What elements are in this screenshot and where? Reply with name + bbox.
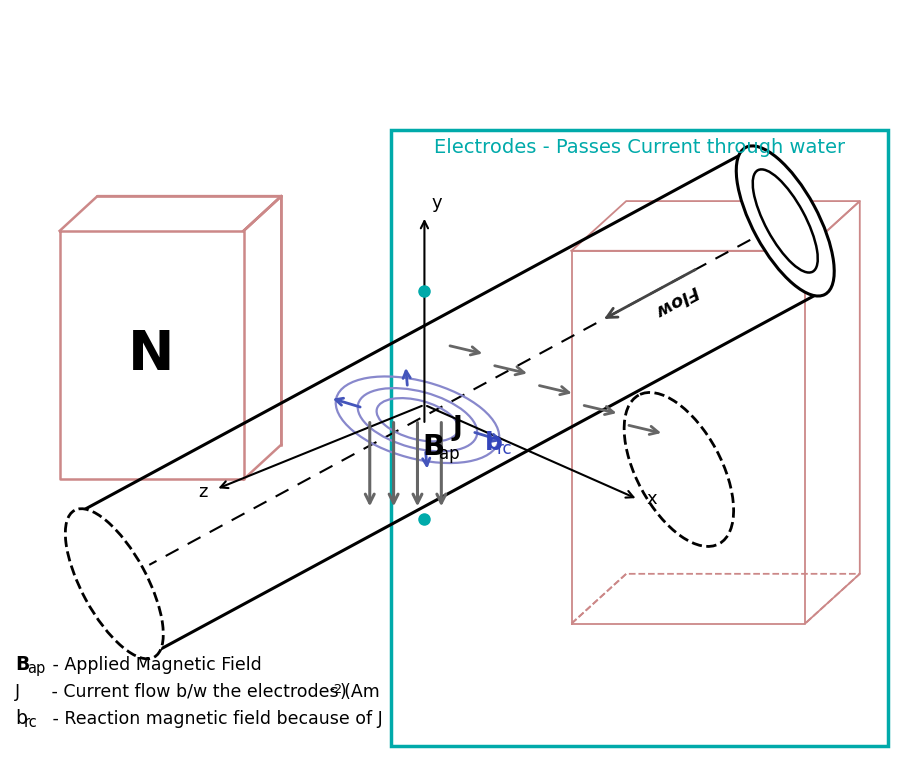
Text: - Reaction magnetic field because of J: - Reaction magnetic field because of J	[47, 710, 382, 728]
Text: b: b	[15, 709, 27, 728]
Text: ap: ap	[27, 661, 45, 676]
Text: ): )	[340, 683, 346, 701]
Text: N: N	[129, 328, 175, 382]
Text: ap: ap	[439, 445, 460, 463]
Bar	[391, 129, 887, 746]
Text: y: y	[431, 194, 442, 212]
Text: B: B	[15, 655, 30, 674]
Text: B: B	[422, 432, 445, 461]
Text: Flow: Flow	[651, 281, 701, 320]
Text: b: b	[485, 431, 503, 454]
Text: J: J	[15, 683, 20, 701]
Text: - Applied Magnetic Field: - Applied Magnetic Field	[47, 656, 262, 674]
Text: Electrodes - Passes Current through water: Electrodes - Passes Current through wate…	[434, 138, 845, 157]
Text: rc: rc	[24, 715, 38, 730]
Ellipse shape	[736, 146, 834, 296]
Text: -2: -2	[329, 683, 342, 696]
Text: rc: rc	[497, 439, 513, 458]
Text: z: z	[198, 483, 207, 502]
Text: - Current flow b/w the electrodes (Am: - Current flow b/w the electrodes (Am	[35, 683, 380, 701]
Text: x: x	[646, 490, 657, 508]
Text: J: J	[453, 415, 462, 441]
Ellipse shape	[66, 508, 163, 659]
